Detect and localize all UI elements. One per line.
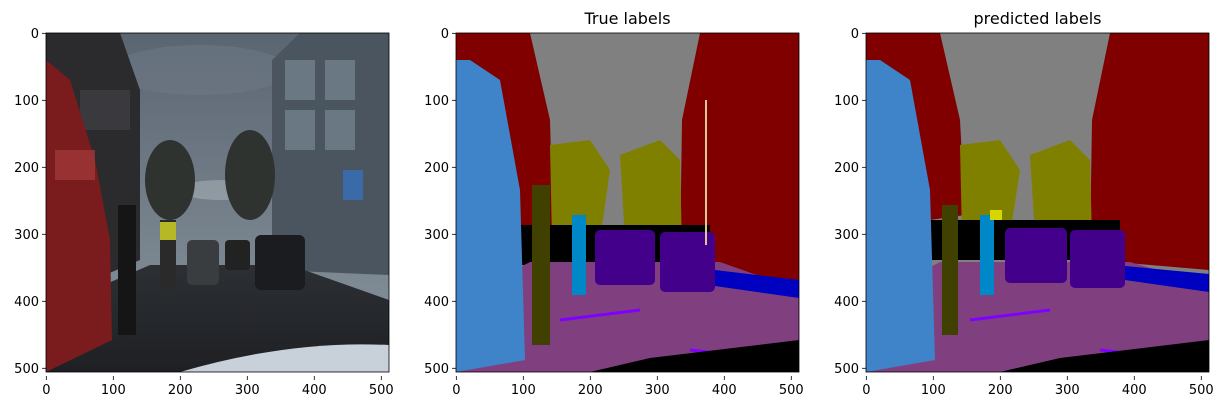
x-tick-label: 500 [779,383,804,398]
y-tick-label: 100 [14,94,39,109]
x-tick-label: 200 [988,383,1013,398]
y-tick-label: 300 [834,228,859,243]
x-tick-label: 100 [921,383,946,398]
y-tick-label: 500 [834,362,859,377]
x-tick-label: 500 [369,383,394,398]
y-tick-label: 0 [851,27,859,42]
x-tick-label: 0 [42,383,50,398]
y-tick-label: 400 [14,295,39,310]
x-tick-label: 200 [168,383,193,398]
x-tick-label: 200 [578,383,603,398]
x-tick-label: 300 [235,383,260,398]
x-tick-label: 500 [1189,383,1214,398]
street-scene-photo [46,33,389,372]
x-tick-label: 0 [452,383,460,398]
y-tick-label: 100 [834,94,859,109]
segmentation-prediction [866,33,1209,372]
x-tick-label: 300 [645,383,670,398]
y-tick-label: 300 [424,228,449,243]
x-tick-label: 400 [712,383,737,398]
y-tick-label: 100 [424,94,449,109]
x-tick-label: 400 [1122,383,1147,398]
y-tick-label: 200 [14,161,39,176]
y-tick-label: 0 [31,27,39,42]
y-tick-label: 200 [424,161,449,176]
panel-predicted-labels: predicted labels [865,9,1210,373]
y-tick-label: 400 [424,295,449,310]
x-tick-label: 0 [862,383,870,398]
y-tick-label: 500 [424,362,449,377]
panel-title: True labels [583,9,670,28]
panel-title: predicted labels [973,9,1101,28]
x-tick-label: 300 [1055,383,1080,398]
x-tick-label: 100 [101,383,126,398]
segmentation-ground-truth [456,33,799,372]
y-tick-label: 500 [14,362,39,377]
panel-photo [45,32,390,373]
y-tick-label: 300 [14,228,39,243]
y-tick-label: 0 [441,27,449,42]
y-tick-label: 400 [834,295,859,310]
x-tick-label: 100 [511,383,536,398]
panel-true-labels: True labels [455,9,800,373]
y-tick-label: 200 [834,161,859,176]
x-tick-label: 400 [302,383,327,398]
